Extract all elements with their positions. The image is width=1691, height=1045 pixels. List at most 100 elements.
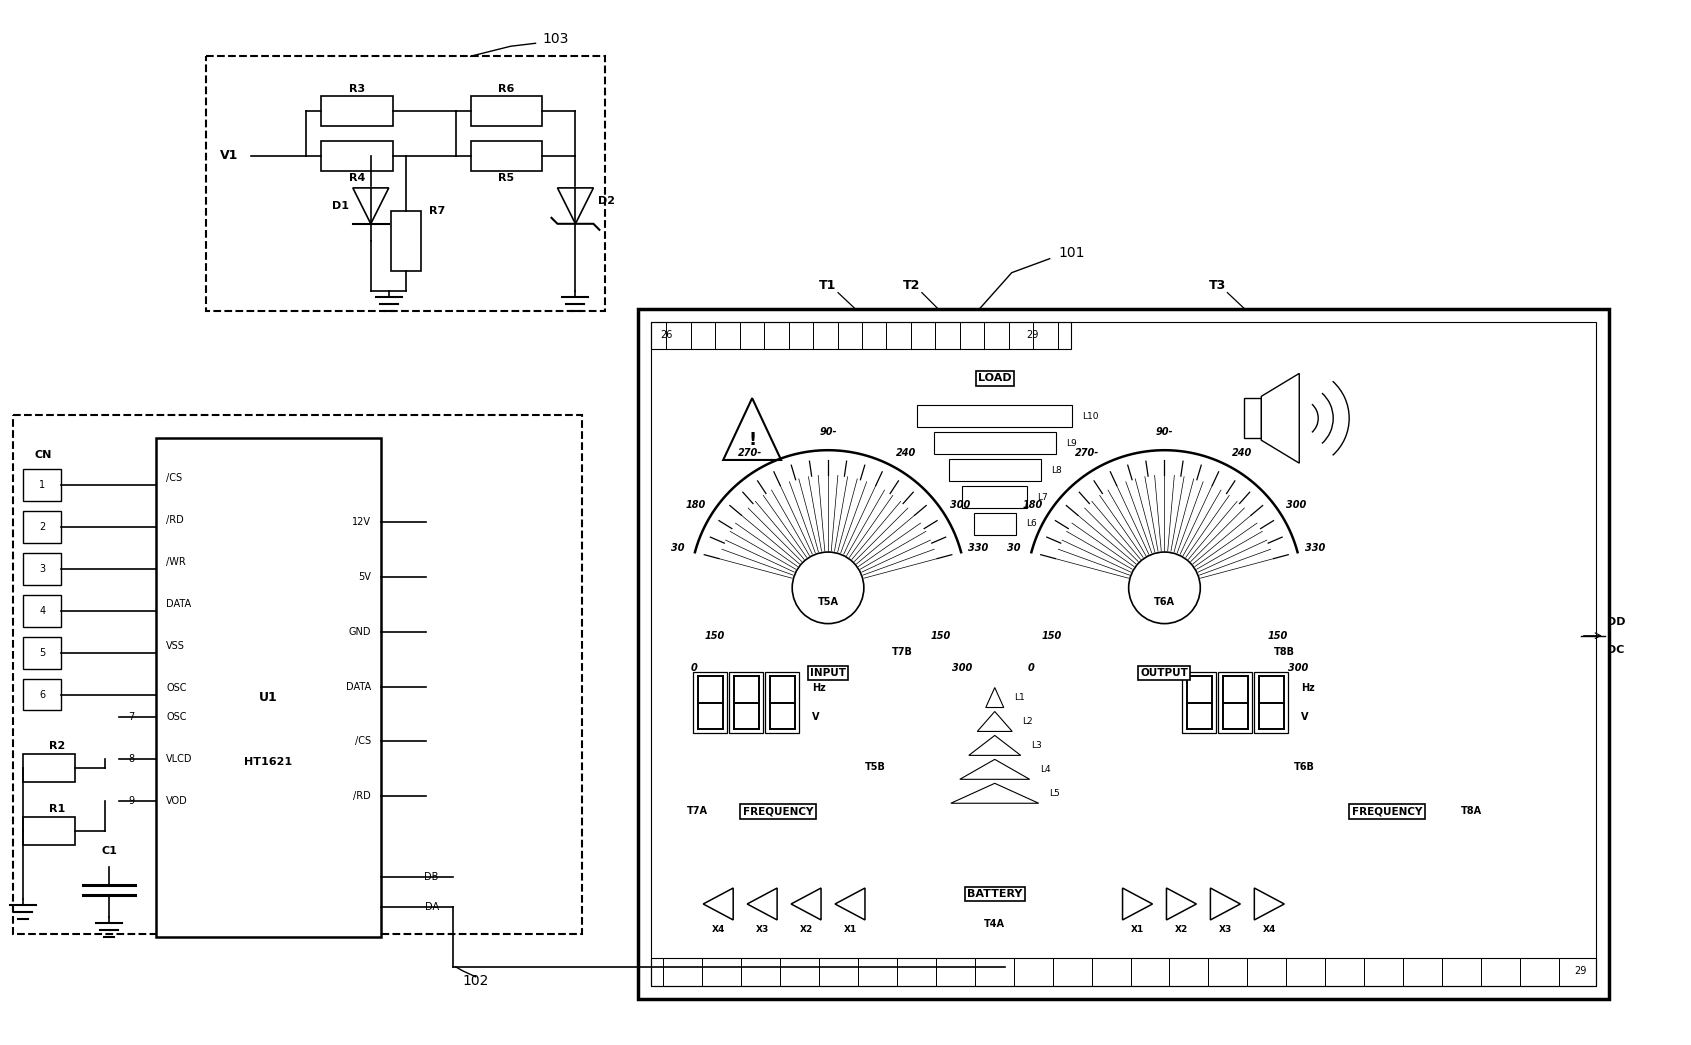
- Bar: [206, 56, 605, 310]
- Text: 330: 330: [1305, 542, 1326, 553]
- Text: 29: 29: [1026, 330, 1038, 341]
- Text: R4: R4: [348, 172, 365, 183]
- Text: DD: DD: [1606, 617, 1625, 627]
- Text: L2: L2: [1021, 717, 1033, 726]
- Text: 103: 103: [543, 32, 568, 46]
- Text: T5A: T5A: [817, 597, 839, 606]
- Text: 90-: 90-: [818, 427, 837, 437]
- Text: 6: 6: [39, 690, 46, 699]
- Text: 30: 30: [671, 542, 685, 553]
- Bar: [14, 415, 582, 934]
- Text: 150: 150: [705, 631, 725, 641]
- Text: GND: GND: [348, 627, 370, 636]
- Text: T1: T1: [820, 279, 837, 293]
- Text: 240: 240: [1233, 448, 1253, 458]
- Text: T7A: T7A: [687, 807, 709, 816]
- Bar: [24, 817, 76, 845]
- Text: T8A: T8A: [1461, 807, 1481, 816]
- Text: D2: D2: [599, 195, 616, 206]
- Text: U1: U1: [259, 691, 277, 704]
- Text: R2: R2: [49, 741, 66, 751]
- Text: 150: 150: [930, 631, 950, 641]
- Text: L1: L1: [1013, 693, 1025, 702]
- Text: R7: R7: [430, 206, 445, 216]
- Polygon shape: [558, 188, 594, 224]
- Text: X4: X4: [712, 926, 725, 934]
- Text: 8: 8: [129, 754, 134, 764]
- Bar: [729, 672, 763, 734]
- Text: L10: L10: [1082, 412, 1099, 421]
- Bar: [651, 322, 1596, 985]
- Text: 240: 240: [896, 448, 917, 458]
- Text: 29: 29: [1574, 966, 1586, 976]
- Text: 9: 9: [129, 796, 134, 807]
- Text: L7: L7: [1037, 492, 1048, 502]
- Bar: [693, 672, 727, 734]
- Bar: [470, 96, 543, 126]
- Bar: [24, 511, 61, 543]
- Text: V1: V1: [220, 149, 238, 162]
- Text: V: V: [812, 713, 820, 722]
- Bar: [933, 433, 1055, 455]
- Text: 101: 101: [1059, 246, 1086, 260]
- Text: 300: 300: [950, 501, 971, 510]
- Text: 330: 330: [969, 542, 989, 553]
- Text: X4: X4: [1263, 926, 1277, 934]
- Text: /RD: /RD: [166, 515, 184, 525]
- Bar: [1245, 398, 1261, 438]
- Polygon shape: [353, 188, 389, 224]
- Text: 300: 300: [1289, 663, 1309, 673]
- Text: INPUT: INPUT: [810, 668, 846, 678]
- Text: 3: 3: [39, 564, 46, 574]
- Text: T5B: T5B: [864, 763, 886, 772]
- Bar: [918, 405, 1072, 427]
- Text: L8: L8: [1050, 466, 1062, 474]
- Text: FREQUENCY: FREQUENCY: [1351, 807, 1422, 816]
- Bar: [24, 595, 61, 627]
- Text: X1: X1: [1131, 926, 1145, 934]
- Text: T6A: T6A: [1153, 597, 1175, 606]
- Bar: [1219, 672, 1253, 734]
- Bar: [974, 513, 1016, 535]
- Text: 30: 30: [1008, 542, 1021, 553]
- Text: T7B: T7B: [891, 647, 913, 656]
- Text: R6: R6: [499, 85, 514, 94]
- Polygon shape: [724, 398, 781, 460]
- Text: 180: 180: [1023, 501, 1043, 510]
- Text: L3: L3: [1032, 741, 1042, 750]
- Text: 7: 7: [129, 713, 134, 722]
- Text: CN: CN: [34, 450, 52, 460]
- Text: L5: L5: [1048, 789, 1060, 797]
- Text: DATA: DATA: [166, 599, 191, 609]
- Text: R3: R3: [348, 85, 365, 94]
- Text: L6: L6: [1026, 519, 1037, 529]
- Text: 300: 300: [952, 663, 972, 673]
- Text: 150: 150: [1267, 631, 1287, 641]
- Text: 90-: 90-: [1155, 427, 1174, 437]
- Polygon shape: [1261, 373, 1299, 463]
- Text: 26: 26: [659, 330, 673, 341]
- Text: !: !: [747, 432, 756, 449]
- Text: R5: R5: [499, 172, 514, 183]
- Text: /WR: /WR: [166, 557, 186, 566]
- Text: FREQUENCY: FREQUENCY: [742, 807, 813, 816]
- Text: X3: X3: [756, 926, 769, 934]
- Text: R1: R1: [49, 805, 66, 814]
- Text: X3: X3: [1219, 926, 1233, 934]
- Bar: [24, 754, 76, 783]
- Text: OSC: OSC: [166, 713, 186, 722]
- Text: T6B: T6B: [1294, 763, 1314, 772]
- Text: /CS: /CS: [166, 473, 183, 483]
- Text: 0: 0: [692, 663, 698, 673]
- Text: 270-: 270-: [1074, 448, 1099, 458]
- Text: OUTPUT: OUTPUT: [1140, 668, 1189, 678]
- Text: DA: DA: [424, 902, 438, 912]
- Text: OSC: OSC: [166, 682, 186, 693]
- Text: T4A: T4A: [984, 919, 1004, 929]
- Text: X2: X2: [1175, 926, 1189, 934]
- Text: 1: 1: [39, 480, 46, 490]
- Bar: [1255, 672, 1289, 734]
- Text: /RD: /RD: [353, 791, 370, 802]
- Text: X1: X1: [844, 926, 857, 934]
- Text: DB: DB: [424, 873, 438, 882]
